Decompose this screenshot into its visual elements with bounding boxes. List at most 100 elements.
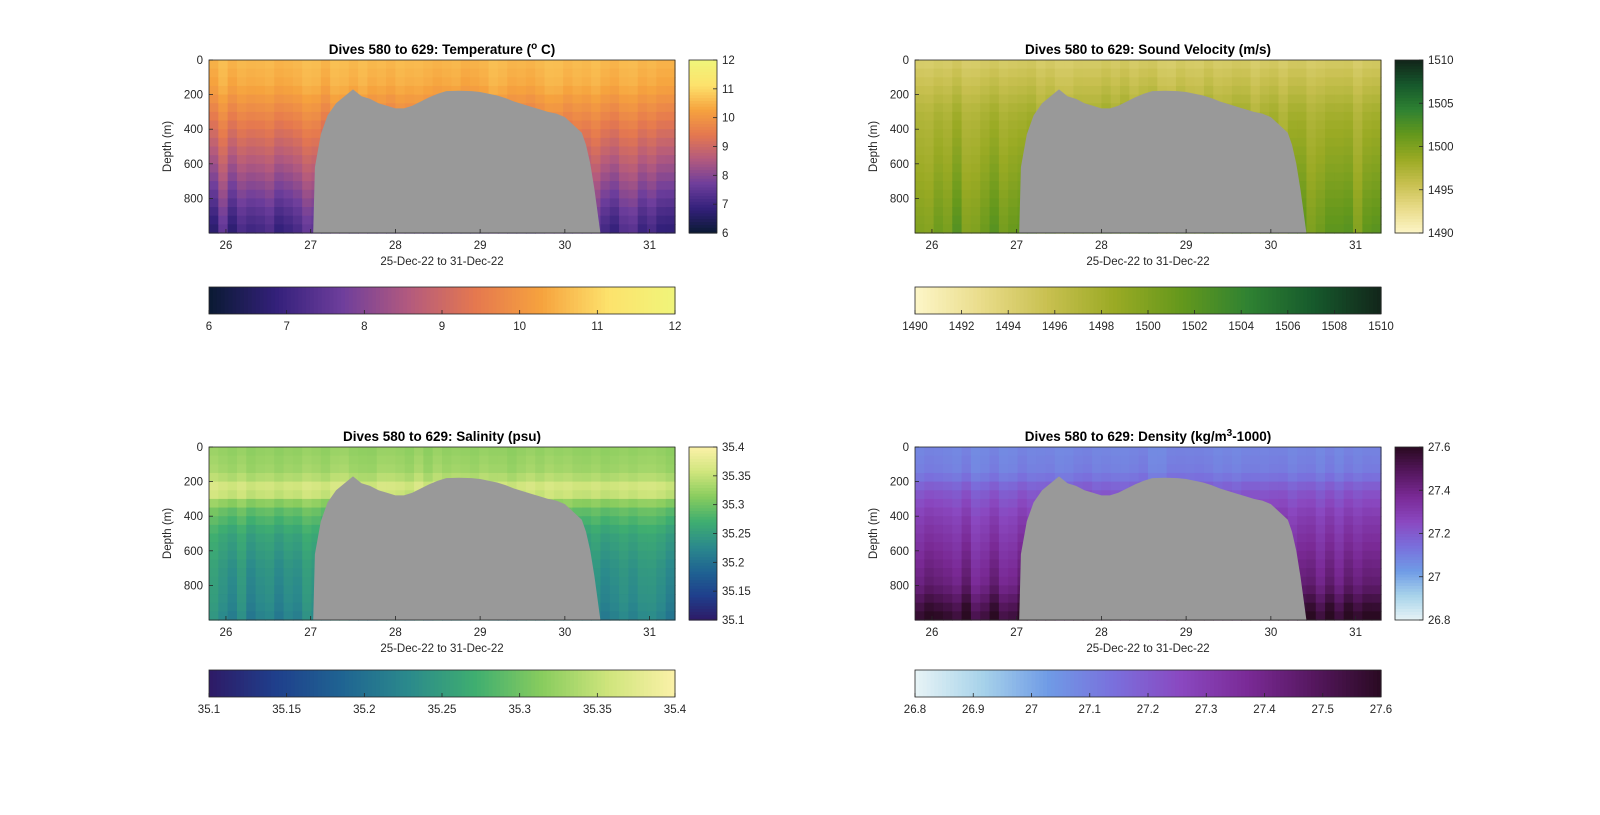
heatmap-cell (915, 77, 925, 87)
heatmap-cell (274, 181, 285, 191)
heatmap-cell (600, 533, 611, 543)
heatmap-cell (1297, 516, 1308, 526)
heatmap-cell (998, 585, 1009, 595)
heatmap-cell (998, 481, 1009, 491)
heatmap-cell (647, 60, 657, 70)
heatmap-cell (915, 163, 925, 174)
heatmap-cell (961, 507, 972, 517)
colorbar-swatch (546, 670, 552, 697)
heatmap-cell (1073, 455, 1084, 465)
heatmap-cell (218, 516, 229, 526)
heatmap-cell (915, 60, 925, 70)
heatmap-cell (218, 181, 229, 191)
heatmap-cell (609, 207, 620, 217)
heatmap-cell (488, 447, 499, 457)
colorbar-swatch (251, 670, 257, 697)
heatmap-cell (1194, 447, 1205, 457)
heatmap-cell (348, 447, 359, 457)
heatmap-cell (1213, 60, 1224, 70)
colorbar-swatch (689, 447, 717, 451)
colorbar-swatch (1395, 510, 1423, 514)
heatmap-cell (1231, 481, 1242, 491)
colorbar-swatch (689, 527, 717, 532)
heatmap-cell (970, 163, 981, 174)
heatmap-cell (1362, 198, 1373, 208)
heatmap-cell (264, 181, 275, 191)
heatmap-cell (553, 490, 564, 500)
heatmap-cell (628, 524, 639, 535)
heatmap-cell (628, 568, 639, 578)
colorbar-swatch (689, 60, 717, 64)
heatmap-cell (989, 550, 1000, 561)
heatmap-cell (292, 464, 303, 474)
colorbar-swatch (1116, 670, 1122, 697)
heatmap-cell (989, 516, 1000, 526)
colorbar-swatch (1027, 287, 1033, 314)
heatmap-cell (236, 594, 247, 604)
heatmap-cell (915, 111, 925, 122)
colorbar-swatch (1395, 464, 1423, 468)
colorbar-swatch (348, 287, 354, 314)
colorbar-swatch (1395, 175, 1423, 179)
heatmap-cell (933, 137, 944, 148)
heatmap-cell (1120, 68, 1130, 78)
heatmap-cell (933, 146, 944, 156)
heatmap-cell (952, 189, 963, 199)
heatmap-cell (1148, 77, 1158, 87)
heatmap-cell (1371, 594, 1382, 604)
heatmap-cell (1213, 85, 1224, 96)
heatmap-cell (1231, 447, 1242, 457)
heatmap-cell (924, 568, 935, 578)
heatmap-cell (236, 472, 247, 483)
heatmap-cell (1353, 172, 1363, 182)
heatmap-cell (1259, 94, 1270, 104)
heatmap-cell (311, 111, 322, 122)
heatmap-cell (367, 85, 378, 96)
heatmap-cell (628, 137, 639, 148)
colorbar-swatch (1395, 221, 1423, 225)
colorbar-swatch (1070, 287, 1075, 314)
colorbar-swatch (1276, 287, 1281, 314)
colorbar-swatch (418, 287, 424, 314)
heatmap-cell (933, 60, 944, 70)
heatmap-cell (609, 490, 620, 500)
heatmap-cell (619, 472, 629, 483)
heatmap-cell (591, 189, 602, 199)
colorbar-swatch (1395, 596, 1423, 601)
heatmap-cell (367, 472, 378, 483)
colorbar-swatch (1062, 287, 1068, 314)
heatmap-cell (591, 542, 602, 552)
heatmap-cell (1259, 472, 1270, 483)
heatmap-cell (656, 516, 667, 526)
heatmap-cell (924, 472, 935, 483)
heatmap-cell (915, 611, 925, 621)
heatmap-cell (1157, 85, 1168, 96)
heatmap-cell (1278, 111, 1289, 122)
heatmap-cell (1101, 455, 1112, 465)
heatmap-cell (320, 464, 331, 474)
heatmap-cell (970, 103, 981, 113)
heatmap-cell (637, 85, 648, 96)
colorbar-swatch (1047, 287, 1052, 314)
colorbar-swatch (438, 670, 443, 697)
heatmap-cell (591, 181, 602, 191)
heatmap-cell (1353, 594, 1363, 604)
heatmap-cell (915, 447, 925, 457)
heatmap-cell (647, 447, 657, 457)
heatmap-cell (609, 85, 620, 96)
heatmap-cell (209, 215, 219, 225)
heatmap-cell (209, 68, 219, 78)
colorbar-swatch (445, 287, 451, 314)
heatmap-cell (656, 611, 667, 621)
heatmap-cell (647, 198, 657, 208)
x-tick-label: 28 (389, 627, 402, 639)
colorbar-swatch (1113, 287, 1118, 314)
colorbar-swatch (1395, 487, 1423, 491)
y-axis-label: Depth (m) (868, 121, 880, 172)
heatmap-cell (1325, 568, 1335, 578)
heatmap-cell (619, 576, 629, 586)
heatmap-cell (227, 472, 238, 483)
heatmap-cell (628, 198, 639, 208)
colorbar-swatch (1395, 553, 1423, 558)
colorbar-swatch (407, 287, 412, 314)
